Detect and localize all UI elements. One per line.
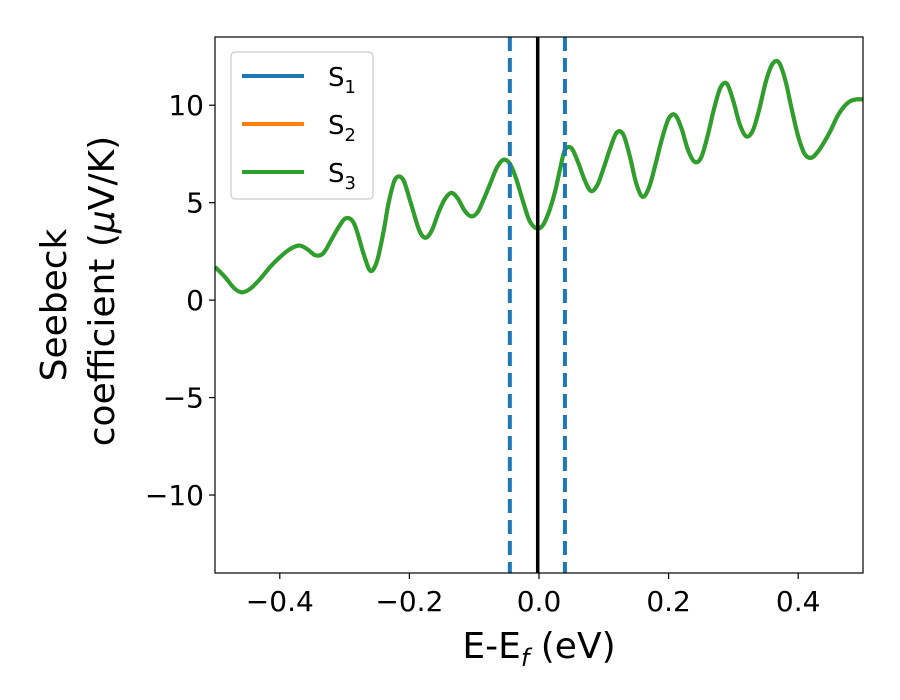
y-tick-label: 10 <box>168 89 204 122</box>
series-line-s3 <box>215 58 863 295</box>
y-axis-label-prefix: coefficient ( <box>82 233 123 446</box>
series-group <box>215 37 863 573</box>
y-axis-ticks: −10 −5 0 5 10 <box>145 89 215 512</box>
x-axis-ticks: −0.4 −0.2 0.0 0.2 0.4 <box>246 573 821 618</box>
y-axis-label-greek: μ <box>82 210 123 234</box>
y-axis-label-line1: Seebeck <box>34 228 75 381</box>
x-tick-label: 0.4 <box>776 585 821 618</box>
x-axis-label: E-Ef (eV) <box>462 626 615 672</box>
x-tick-label: −0.2 <box>375 585 443 618</box>
x-axis-label-rest: (eV) <box>529 626 615 667</box>
legend: S1 S2 S3 <box>230 51 374 200</box>
plot-area <box>215 37 863 573</box>
y-axis-label-suffix: V/K) <box>82 136 123 210</box>
y-tick-label: −5 <box>163 382 204 415</box>
legend-label-s1: S1 <box>328 63 356 98</box>
x-axis-label-main: E-E <box>462 626 520 667</box>
legend-label-s3: S3 <box>328 159 356 194</box>
y-tick-label: 0 <box>186 284 204 317</box>
y-tick-label: −10 <box>145 479 204 512</box>
x-tick-label: 0.0 <box>517 585 562 618</box>
x-tick-label: −0.4 <box>246 585 314 618</box>
y-tick-label: 5 <box>186 187 204 220</box>
y-axis-label-line2: coefficient (μV/K) <box>82 136 123 446</box>
legend-label-s2: S2 <box>328 111 356 146</box>
x-tick-label: 0.2 <box>646 585 691 618</box>
